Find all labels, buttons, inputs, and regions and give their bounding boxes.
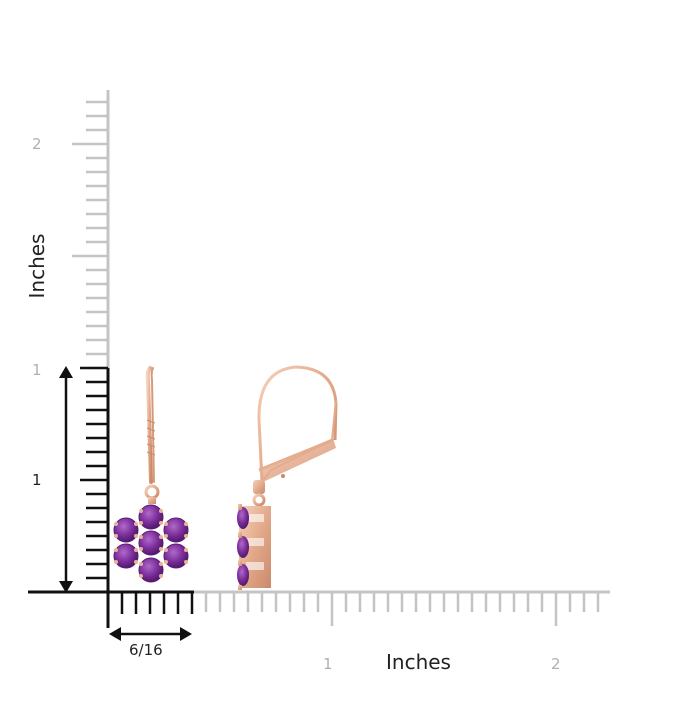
- vertical-tick-label-1-grey: 1: [32, 361, 42, 379]
- vertical-axis-title: Inches: [25, 233, 49, 299]
- width-measure-label: 6/16: [129, 641, 163, 659]
- gem-prong: [114, 534, 118, 538]
- gem-prong: [184, 522, 188, 526]
- horizontal-ruler-grey: [194, 590, 610, 626]
- vertical-tick-label-2: 2: [32, 135, 42, 153]
- height-arrow: [59, 366, 73, 593]
- horizontal-axis-title: Inches: [386, 650, 451, 674]
- amethyst-gem: [163, 517, 189, 543]
- gem-prong: [164, 548, 168, 552]
- horizontal-ruler-black: [28, 590, 194, 614]
- gem-prong: [139, 509, 143, 513]
- gem-prong: [114, 548, 118, 552]
- vertical-ruler-grey: [72, 90, 110, 370]
- gem-prong: [164, 534, 168, 538]
- gem-prong: [134, 560, 138, 564]
- earring-side-view: [237, 365, 338, 590]
- gem-prong: [139, 521, 143, 525]
- gem-prong: [159, 574, 163, 578]
- horizontal-tick-label-2: 2: [551, 655, 561, 673]
- amethyst-gem: [138, 557, 164, 583]
- gem-prong: [139, 574, 143, 578]
- gem-prong: [164, 522, 168, 526]
- horizontal-tick-label-1: 1: [323, 655, 333, 673]
- gem-prong: [159, 509, 163, 513]
- gem-prong: [184, 534, 188, 538]
- gem-prong: [159, 521, 163, 525]
- gem-prong: [139, 535, 143, 539]
- gem-cluster: [113, 504, 189, 583]
- width-arrow: [109, 627, 192, 641]
- amethyst-gem: [138, 530, 164, 556]
- amethyst-gem: [113, 517, 139, 543]
- gem-prong: [184, 560, 188, 564]
- gem-prong: [159, 562, 163, 566]
- amethyst-gem: [138, 504, 164, 530]
- amethyst-gem: [163, 543, 189, 569]
- gem-prong: [159, 547, 163, 551]
- gem-prong: [134, 548, 138, 552]
- gem-prong: [134, 522, 138, 526]
- gem-prong: [139, 547, 143, 551]
- gem-prong: [184, 548, 188, 552]
- vertical-tick-label-1: 1: [32, 471, 42, 489]
- gem-prong: [114, 522, 118, 526]
- gem-prong: [114, 560, 118, 564]
- gem-prong: [134, 534, 138, 538]
- gem-prong: [159, 535, 163, 539]
- vertical-ruler-black: [80, 366, 110, 628]
- earring-front-view: [113, 366, 189, 583]
- gem-prong: [164, 560, 168, 564]
- gem-prong: [139, 562, 143, 566]
- amethyst-gem: [113, 543, 139, 569]
